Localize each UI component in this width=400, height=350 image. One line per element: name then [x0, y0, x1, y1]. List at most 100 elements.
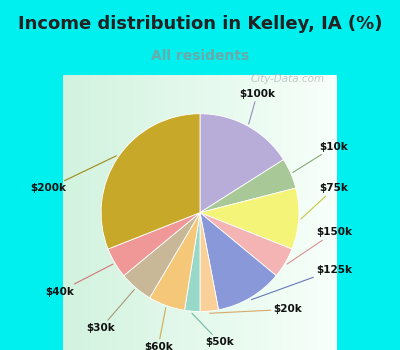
Bar [115, 75, 118, 350]
Bar [74, 75, 76, 350]
Bar [208, 75, 211, 350]
Bar [329, 75, 332, 350]
Bar [228, 75, 230, 350]
Bar [310, 75, 313, 350]
Bar [123, 75, 126, 350]
Wedge shape [200, 114, 284, 212]
Bar [266, 75, 269, 350]
Bar [211, 75, 214, 350]
Bar [225, 75, 228, 350]
Bar [71, 75, 74, 350]
Bar [189, 75, 192, 350]
Bar [104, 75, 106, 350]
Bar [233, 75, 236, 350]
Bar [131, 75, 134, 350]
Bar [277, 75, 280, 350]
Bar [63, 75, 65, 350]
Text: $75k: $75k [301, 183, 348, 219]
Bar [282, 75, 285, 350]
Bar [142, 75, 145, 350]
Text: Income distribution in Kelley, IA (%): Income distribution in Kelley, IA (%) [18, 15, 382, 33]
Bar [85, 75, 87, 350]
Bar [87, 75, 90, 350]
Bar [288, 75, 291, 350]
Bar [255, 75, 258, 350]
Bar [236, 75, 238, 350]
Wedge shape [200, 188, 299, 249]
Wedge shape [200, 212, 218, 312]
Bar [318, 75, 321, 350]
Bar [274, 75, 277, 350]
Bar [307, 75, 310, 350]
Bar [238, 75, 241, 350]
Bar [186, 75, 189, 350]
Wedge shape [124, 212, 200, 298]
Bar [304, 75, 307, 350]
Bar [299, 75, 302, 350]
Bar [302, 75, 304, 350]
Bar [109, 75, 112, 350]
Bar [324, 75, 326, 350]
Bar [214, 75, 216, 350]
Bar [222, 75, 225, 350]
Wedge shape [200, 212, 276, 310]
Bar [184, 75, 186, 350]
Bar [76, 75, 79, 350]
Wedge shape [200, 212, 292, 276]
Bar [98, 75, 101, 350]
Bar [315, 75, 318, 350]
Bar [244, 75, 247, 350]
Text: $200k: $200k [30, 156, 116, 194]
Bar [150, 75, 153, 350]
Bar [140, 75, 142, 350]
Bar [335, 75, 337, 350]
Bar [181, 75, 184, 350]
Bar [260, 75, 263, 350]
Bar [90, 75, 93, 350]
Bar [137, 75, 140, 350]
Text: City-Data.com: City-Data.com [251, 74, 325, 84]
Bar [65, 75, 68, 350]
Bar [159, 75, 162, 350]
Bar [192, 75, 194, 350]
Text: $30k: $30k [87, 289, 134, 333]
Bar [153, 75, 156, 350]
Wedge shape [108, 212, 200, 276]
Text: $20k: $20k [210, 304, 302, 314]
Bar [167, 75, 170, 350]
Bar [230, 75, 233, 350]
Bar [106, 75, 109, 350]
Bar [296, 75, 299, 350]
Bar [79, 75, 82, 350]
Bar [93, 75, 96, 350]
Bar [321, 75, 324, 350]
Bar [326, 75, 329, 350]
Wedge shape [200, 160, 296, 212]
Bar [128, 75, 131, 350]
Bar [134, 75, 137, 350]
Bar [258, 75, 260, 350]
Text: $100k: $100k [239, 89, 275, 124]
Bar [145, 75, 148, 350]
Wedge shape [150, 212, 200, 310]
Bar [216, 75, 219, 350]
Wedge shape [101, 114, 200, 249]
Bar [272, 75, 274, 350]
Bar [120, 75, 123, 350]
Bar [156, 75, 159, 350]
Text: $150k: $150k [287, 228, 352, 264]
Bar [170, 75, 172, 350]
Bar [112, 75, 115, 350]
Bar [82, 75, 85, 350]
Bar [175, 75, 178, 350]
Bar [200, 75, 203, 350]
Bar [241, 75, 244, 350]
Bar [247, 75, 250, 350]
Bar [285, 75, 288, 350]
Bar [101, 75, 104, 350]
Bar [126, 75, 128, 350]
Bar [172, 75, 175, 350]
Bar [194, 75, 197, 350]
Bar [162, 75, 164, 350]
Bar [291, 75, 294, 350]
